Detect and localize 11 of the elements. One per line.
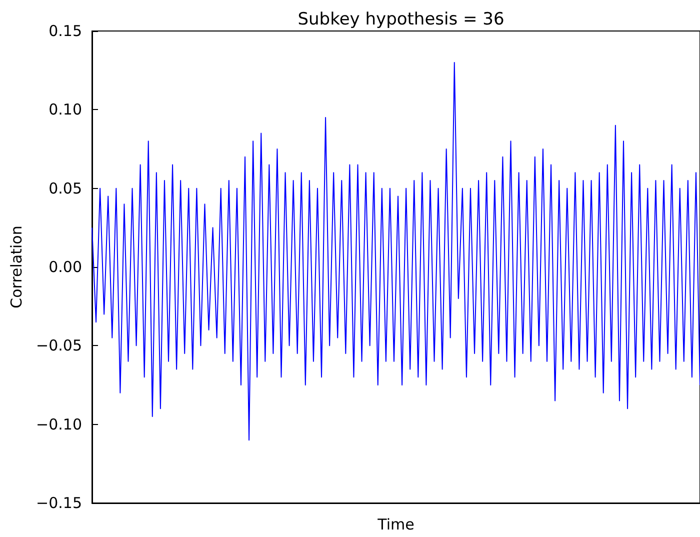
y-tick-label: 0.00 bbox=[48, 258, 82, 276]
y-tick-label: −0.15 bbox=[36, 494, 82, 512]
x-axis-title: Time bbox=[376, 516, 414, 534]
chart-title: Subkey hypothesis = 36 bbox=[298, 10, 504, 30]
y-tick-label: 0.05 bbox=[48, 179, 82, 198]
line-series bbox=[92, 62, 700, 441]
y-tick-label: −0.05 bbox=[36, 336, 82, 355]
y-tick-label: −0.10 bbox=[36, 415, 82, 434]
y-axis-title: Correlation bbox=[8, 226, 26, 308]
y-tick-label: 0.10 bbox=[48, 100, 82, 119]
y-tick-label: 0.15 bbox=[48, 22, 82, 40]
